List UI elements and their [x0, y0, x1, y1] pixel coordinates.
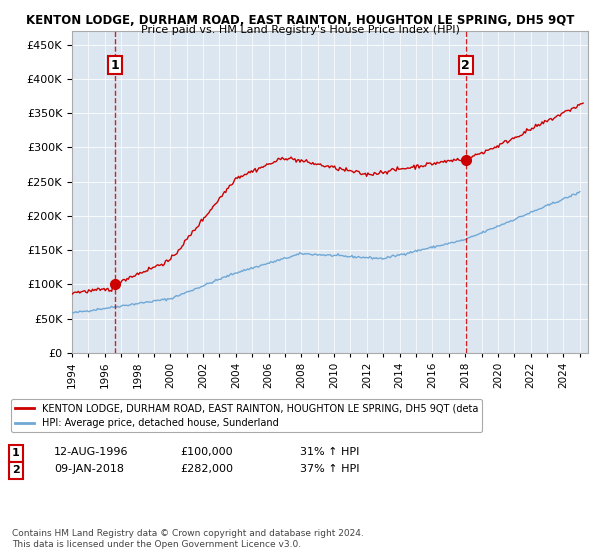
Text: 37% ↑ HPI: 37% ↑ HPI — [300, 464, 359, 474]
Text: £282,000: £282,000 — [180, 464, 233, 474]
Text: £100,000: £100,000 — [180, 447, 233, 457]
Text: 12-AUG-1996: 12-AUG-1996 — [54, 447, 128, 457]
Text: KENTON LODGE, DURHAM ROAD, EAST RAINTON, HOUGHTON LE SPRING, DH5 9QT: KENTON LODGE, DURHAM ROAD, EAST RAINTON,… — [26, 14, 574, 27]
Text: 1: 1 — [110, 59, 119, 72]
Text: 2: 2 — [12, 465, 20, 475]
Legend: KENTON LODGE, DURHAM ROAD, EAST RAINTON, HOUGHTON LE SPRING, DH5 9QT (deta, HPI:: KENTON LODGE, DURHAM ROAD, EAST RAINTON,… — [11, 399, 482, 432]
Text: Contains HM Land Registry data © Crown copyright and database right 2024.
This d: Contains HM Land Registry data © Crown c… — [12, 529, 364, 549]
Text: 1: 1 — [12, 449, 20, 459]
Text: Price paid vs. HM Land Registry's House Price Index (HPI): Price paid vs. HM Land Registry's House … — [140, 25, 460, 35]
Text: 09-JAN-2018: 09-JAN-2018 — [54, 464, 124, 474]
Text: 2: 2 — [461, 59, 470, 72]
Text: 31% ↑ HPI: 31% ↑ HPI — [300, 447, 359, 457]
